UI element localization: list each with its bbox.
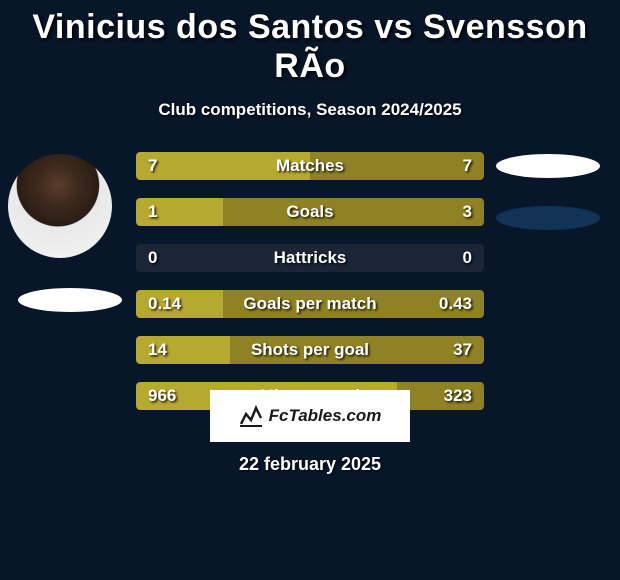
player-left-flag [18,288,122,312]
page-title: Vinicius dos Santos vs Svensson RÃo [0,0,620,86]
brand-badge: FcTables.com [210,390,410,442]
stat-bars: 77Matches13Goals00Hattricks0.140.43Goals… [136,152,484,428]
stat-right-value: 0.43 [439,290,472,318]
stat-right-value: 7 [463,152,472,180]
stat-left-value: 1 [148,198,157,226]
stat-left-value: 7 [148,152,157,180]
stat-right-value: 0 [463,244,472,272]
stat-row: 0.140.43Goals per match [136,290,484,318]
stat-row: 77Matches [136,152,484,180]
stat-left-value: 966 [148,382,176,410]
page-subtitle: Club competitions, Season 2024/2025 [0,100,620,120]
stat-right-fill [310,152,484,180]
stat-left-value: 14 [148,336,167,364]
stat-right-fill [223,198,484,226]
stat-row: 13Goals [136,198,484,226]
date-text: 22 february 2025 [0,454,620,475]
stat-row: 1437Shots per goal [136,336,484,364]
stat-right-fill [230,336,484,364]
stat-right-value: 3 [463,198,472,226]
stat-row: 0 0Hattricks [136,244,484,272]
player-left-avatar [8,154,112,258]
stat-label: Hattricks [136,244,484,272]
stat-right-value: 323 [444,382,472,410]
stat-right-value: 37 [453,336,472,364]
stat-left-value: 0 [148,244,157,272]
player-right-flag-1 [496,154,600,178]
player-right-flag-2 [496,206,600,230]
stat-left-fill [136,152,310,180]
brand-text: FcTables.com [269,406,382,426]
stat-left-value: 0.14 [148,290,181,318]
chart-icon [239,404,263,428]
